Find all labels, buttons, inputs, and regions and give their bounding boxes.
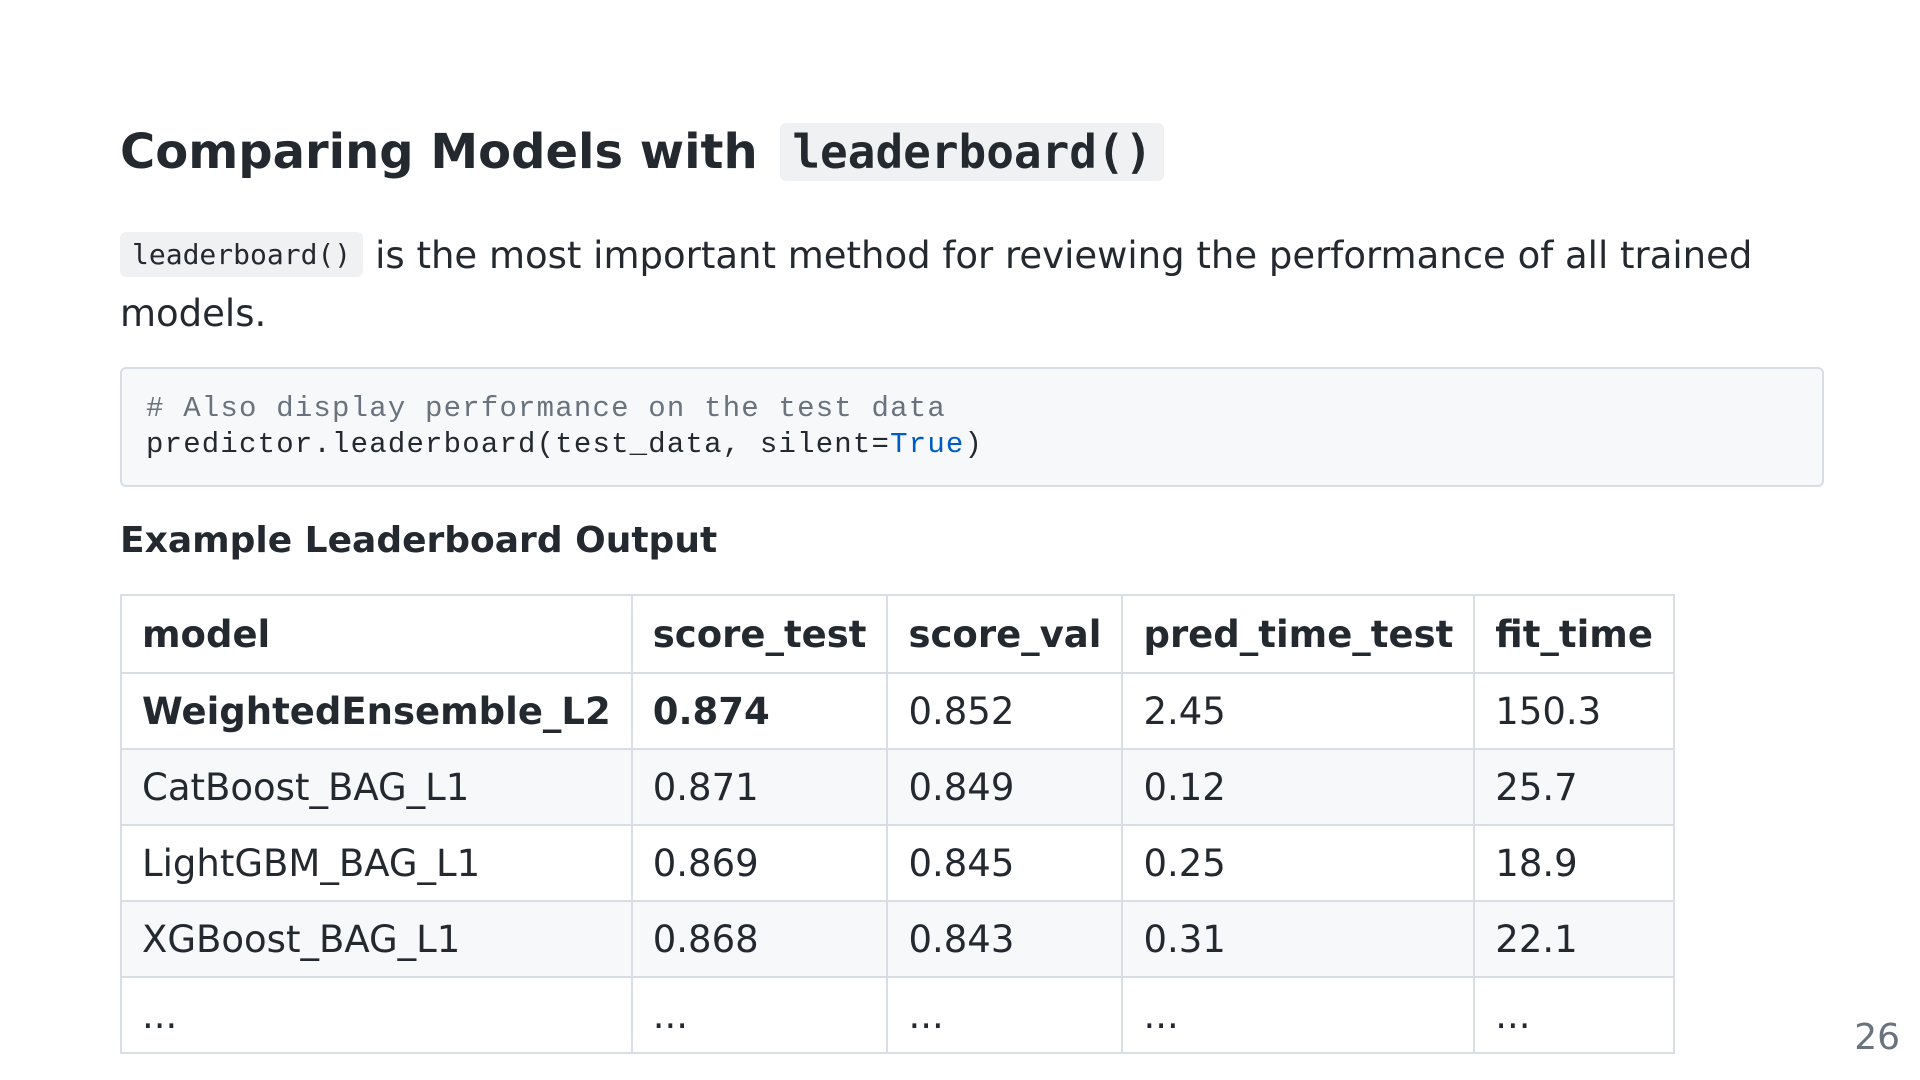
cell-model: LightGBM_BAG_L1 [120, 824, 633, 902]
code-line-prefix: predictor.leaderboard(test_data, silent= [146, 428, 891, 461]
cell-pred-time-test: 0.25 [1121, 824, 1476, 902]
code-keyword: True [890, 428, 965, 461]
header-score-test: score_test [630, 594, 889, 674]
cell-pred-time-test: 0.31 [1121, 900, 1476, 978]
slide-title: Comparing Models with leaderboard() [120, 122, 1165, 182]
cell-fit-time: 150.3 [1473, 672, 1675, 750]
table-row: ... ... ... ... ... [120, 976, 1675, 1054]
code-line-suffix: ) [964, 428, 984, 461]
leaderboard-table: model score_test score_val pred_time_tes… [120, 594, 1675, 1054]
header-pred-time-test: pred_time_test [1121, 594, 1476, 674]
cell-score-test: ... [630, 976, 889, 1054]
cell-model: XGBoost_BAG_L1 [120, 900, 633, 978]
cell-fit-time: 18.9 [1473, 824, 1675, 902]
header-model: model [120, 594, 633, 674]
cell-score-test: 0.874 [630, 672, 889, 750]
slide-title-text: Comparing Models with [120, 124, 758, 180]
cell-fit-time: 25.7 [1473, 748, 1675, 826]
cell-score-val: 0.845 [886, 824, 1124, 902]
slide: Comparing Models with leaderboard() lead… [120, 0, 1824, 1080]
table-row: CatBoost_BAG_L1 0.871 0.849 0.12 25.7 [120, 748, 1675, 826]
table-row: WeightedEnsemble_L2 0.874 0.852 2.45 150… [120, 672, 1675, 750]
code-block: # Also display performance on the test d… [120, 367, 1824, 487]
header-fit-time: fit_time [1473, 594, 1675, 674]
intro-inline-code: leaderboard() [120, 232, 364, 277]
slide-title-code: leaderboard() [780, 123, 1165, 181]
cell-pred-time-test: 2.45 [1121, 672, 1476, 750]
cell-score-val: 0.849 [886, 748, 1124, 826]
cell-score-val: 0.843 [886, 900, 1124, 978]
cell-pred-time-test: 0.12 [1121, 748, 1476, 826]
cell-score-test: 0.871 [630, 748, 889, 826]
header-score-val: score_val [886, 594, 1124, 674]
intro-text: is the most important method for reviewi… [120, 234, 1753, 335]
cell-score-test: 0.869 [630, 824, 889, 902]
code-comment: # Also display performance on the test d… [146, 392, 946, 425]
leaderboard-subheading: Example Leaderboard Output [120, 520, 718, 561]
table-row: XGBoost_BAG_L1 0.868 0.843 0.31 22.1 [120, 900, 1675, 978]
intro-paragraph: leaderboard() is the most important metho… [120, 226, 1820, 343]
cell-score-test: 0.868 [630, 900, 889, 978]
cell-fit-time: 22.1 [1473, 900, 1675, 978]
cell-model: ... [120, 976, 633, 1054]
table-header-row: model score_test score_val pred_time_tes… [120, 594, 1675, 674]
cell-fit-time: ... [1473, 976, 1675, 1054]
cell-pred-time-test: ... [1121, 976, 1476, 1054]
cell-score-val: 0.852 [886, 672, 1124, 750]
page-number: 26 [1854, 1017, 1900, 1058]
table-row: LightGBM_BAG_L1 0.869 0.845 0.25 18.9 [120, 824, 1675, 902]
cell-model: CatBoost_BAG_L1 [120, 748, 633, 826]
cell-score-val: ... [886, 976, 1124, 1054]
cell-model: WeightedEnsemble_L2 [120, 672, 633, 750]
